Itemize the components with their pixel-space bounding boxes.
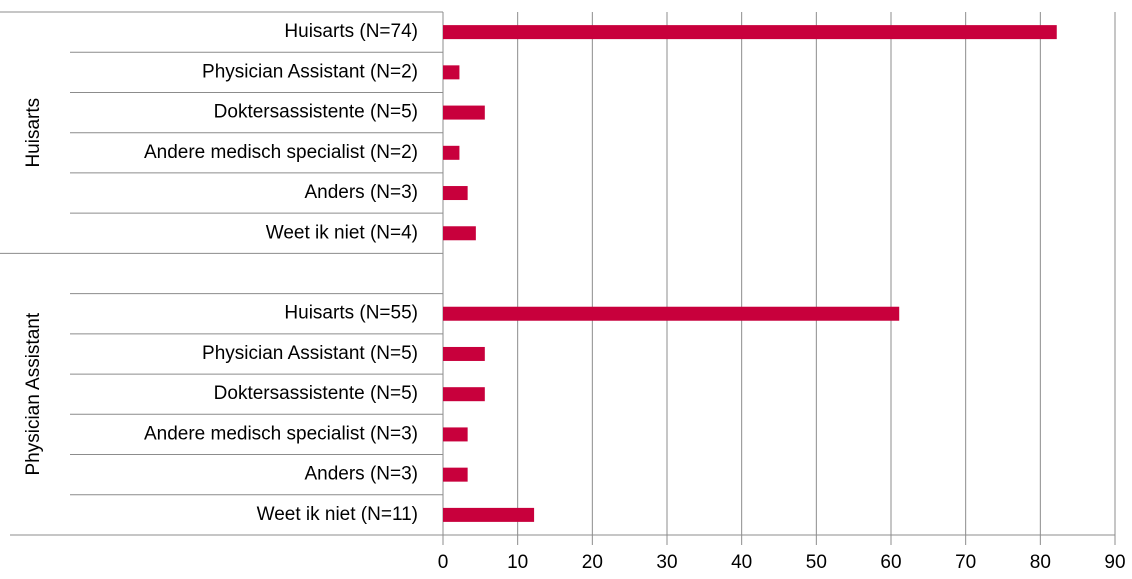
y-tick-label: Anders (N=3) (304, 464, 418, 485)
x-tick-label: 40 (731, 552, 752, 573)
bar (443, 186, 468, 201)
y-tick-label: Anders (N=3) (304, 182, 418, 203)
y-tick-label: Andere medisch specialist (N=3) (144, 423, 418, 444)
x-tick-label: 90 (1104, 552, 1125, 573)
bar (443, 507, 535, 522)
group-label: Physician Assistant (23, 312, 44, 475)
bar (443, 25, 1057, 40)
y-tick-label: Physician Assistant (N=2) (202, 61, 418, 82)
y-tick-label: Huisarts (N=74) (284, 21, 418, 42)
bar (443, 226, 476, 241)
bar (443, 346, 485, 361)
y-tick-label: Doktersassistente (N=5) (214, 102, 418, 123)
y-tick-label: Weet ik niet (N=4) (266, 222, 418, 243)
x-tick-label: 20 (582, 552, 603, 573)
y-tick-label: Huisarts (N=55) (284, 303, 418, 324)
group-label: Huisarts (23, 98, 44, 168)
bar (443, 65, 460, 80)
bar (443, 427, 468, 442)
x-tick-label: 10 (507, 552, 528, 573)
y-tick-label: Doktersassistente (N=5) (214, 383, 418, 404)
x-tick-label: 70 (955, 552, 976, 573)
y-tick-label: Andere medisch specialist (N=2) (144, 142, 418, 163)
x-tick-label: 30 (656, 552, 677, 573)
bar (443, 145, 460, 160)
x-tick-label: 80 (1030, 552, 1051, 573)
bar (443, 467, 468, 482)
bar (443, 387, 485, 402)
bar (443, 105, 485, 120)
x-tick-label: 0 (438, 552, 449, 573)
y-tick-label: Weet ik niet (N=11) (257, 504, 418, 525)
y-tick-label: Physician Assistant (N=5) (202, 343, 418, 364)
bar (443, 306, 900, 321)
x-tick-label: 50 (806, 552, 827, 573)
x-tick-label: 60 (880, 552, 901, 573)
